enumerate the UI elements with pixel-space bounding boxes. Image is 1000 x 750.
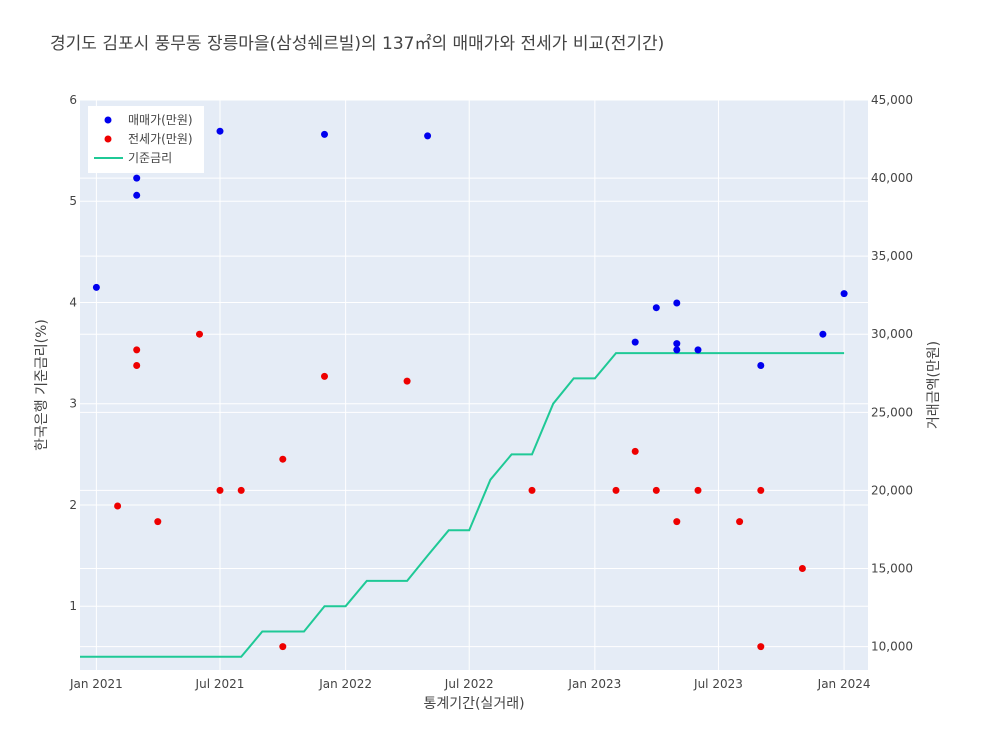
legend-label[interactable]: 기준금리 [128, 151, 172, 165]
sale-price-point[interactable] [840, 290, 848, 298]
plot-background [80, 100, 868, 670]
jeonse-price-point[interactable] [216, 486, 224, 494]
y-right-tick-label: 20,000 [871, 483, 913, 497]
jeonse-price-point[interactable] [133, 362, 141, 369]
sale-price-point[interactable] [216, 127, 224, 135]
y-right-tick-label: 35,000 [871, 249, 913, 263]
jeonse-price-point[interactable] [631, 447, 639, 455]
x-tick-label: Jan 2021 [69, 677, 123, 691]
y-left-tick-label: 5 [69, 194, 77, 208]
jeonse-price-point[interactable] [757, 643, 765, 651]
sale-price-point[interactable] [673, 299, 681, 307]
jeonse-price-point[interactable] [196, 330, 203, 338]
legend-label[interactable]: 전세가(만원) [128, 132, 193, 146]
sale-price-point[interactable] [424, 132, 432, 140]
y-left-axis-title: 한국은행 기준금리(%) [34, 319, 50, 451]
y-right-tick-label: 15,000 [871, 561, 913, 575]
jeonse-price-point[interactable] [736, 518, 744, 526]
sale-price-point[interactable] [133, 191, 141, 199]
x-tick-label: Jul 2022 [444, 677, 494, 691]
series-layer [80, 127, 848, 658]
y-left-tick-label: 1 [69, 599, 77, 613]
jeonse-price-point[interactable] [237, 486, 245, 494]
y-right-tick-label: 10,000 [871, 640, 913, 654]
chart-title: 경기도 김포시 풍무동 장릉마을(삼성쉐르빌)의 137㎡의 매매가와 전세가 … [50, 34, 664, 54]
y-left-tick-label: 6 [69, 93, 77, 107]
axes: Jan 2021 Jul 2021 Jan 2022 Jul 2022 Jan 2023… [34, 93, 942, 712]
x-tick-label: Jul 2021 [195, 677, 245, 691]
legend-label[interactable]: 매매가(만원) [128, 113, 193, 127]
y-left-tick-label: 4 [69, 295, 77, 309]
y-right-tick-label: 45,000 [871, 93, 913, 107]
sale-price-point[interactable] [92, 283, 100, 291]
legend[interactable]: 매매가(만원) 전세가(만원) 기준금리 [88, 106, 204, 173]
jeonse-price-point[interactable] [279, 455, 287, 463]
sale-price-point[interactable] [133, 174, 141, 182]
y-left-tick-label: 3 [69, 397, 77, 411]
legend-sale-marker[interactable] [104, 116, 112, 124]
x-tick-label: Jan 2023 [567, 677, 621, 691]
sale-price-point[interactable] [631, 338, 639, 346]
x-axis-title: 통계기간(실거래) [423, 696, 524, 712]
jeonse-price-point[interactable] [798, 565, 806, 572]
y-right-tick-label: 40,000 [871, 171, 913, 185]
jeonse-price-point[interactable] [694, 486, 702, 494]
jeonse-price-point[interactable] [757, 486, 765, 494]
jeonse-price-point[interactable] [528, 486, 536, 494]
sale-price-point[interactable] [673, 346, 681, 354]
jeonse-price-point[interactable] [403, 377, 411, 385]
gridlines [80, 99, 868, 670]
sale-price-point[interactable] [757, 362, 765, 369]
jeonse-price-point[interactable] [612, 486, 620, 494]
x-tick-label: Jul 2023 [693, 677, 743, 691]
y-right-tick-label: 25,000 [871, 405, 913, 419]
jeonse-price-point[interactable] [652, 486, 660, 494]
sale-price-point[interactable] [321, 130, 328, 138]
sale-price-point[interactable] [819, 330, 827, 338]
y-right-tick-label: 30,000 [871, 327, 913, 341]
jeonse-price-point[interactable] [321, 372, 328, 380]
jeonse-price-point[interactable] [673, 518, 681, 526]
plot-area [80, 100, 868, 670]
y-right-axis-title: 거래금액(만원) [926, 341, 942, 429]
x-tick-label: Jan 2022 [318, 677, 372, 691]
jeonse-price-point[interactable] [279, 643, 287, 651]
jeonse-price-point[interactable] [114, 502, 122, 510]
sale-price-point[interactable] [673, 340, 681, 348]
sale-price-point[interactable] [694, 346, 702, 354]
series-line-기준금리 [80, 352, 845, 658]
jeonse-price-point[interactable] [154, 518, 162, 526]
x-tick-label: Jan 2024 [817, 677, 871, 691]
y-left-tick-label: 2 [69, 498, 77, 512]
sale-price-point[interactable] [652, 304, 660, 312]
jeonse-price-point[interactable] [133, 346, 141, 354]
legend-jeonse-marker[interactable] [104, 135, 112, 143]
